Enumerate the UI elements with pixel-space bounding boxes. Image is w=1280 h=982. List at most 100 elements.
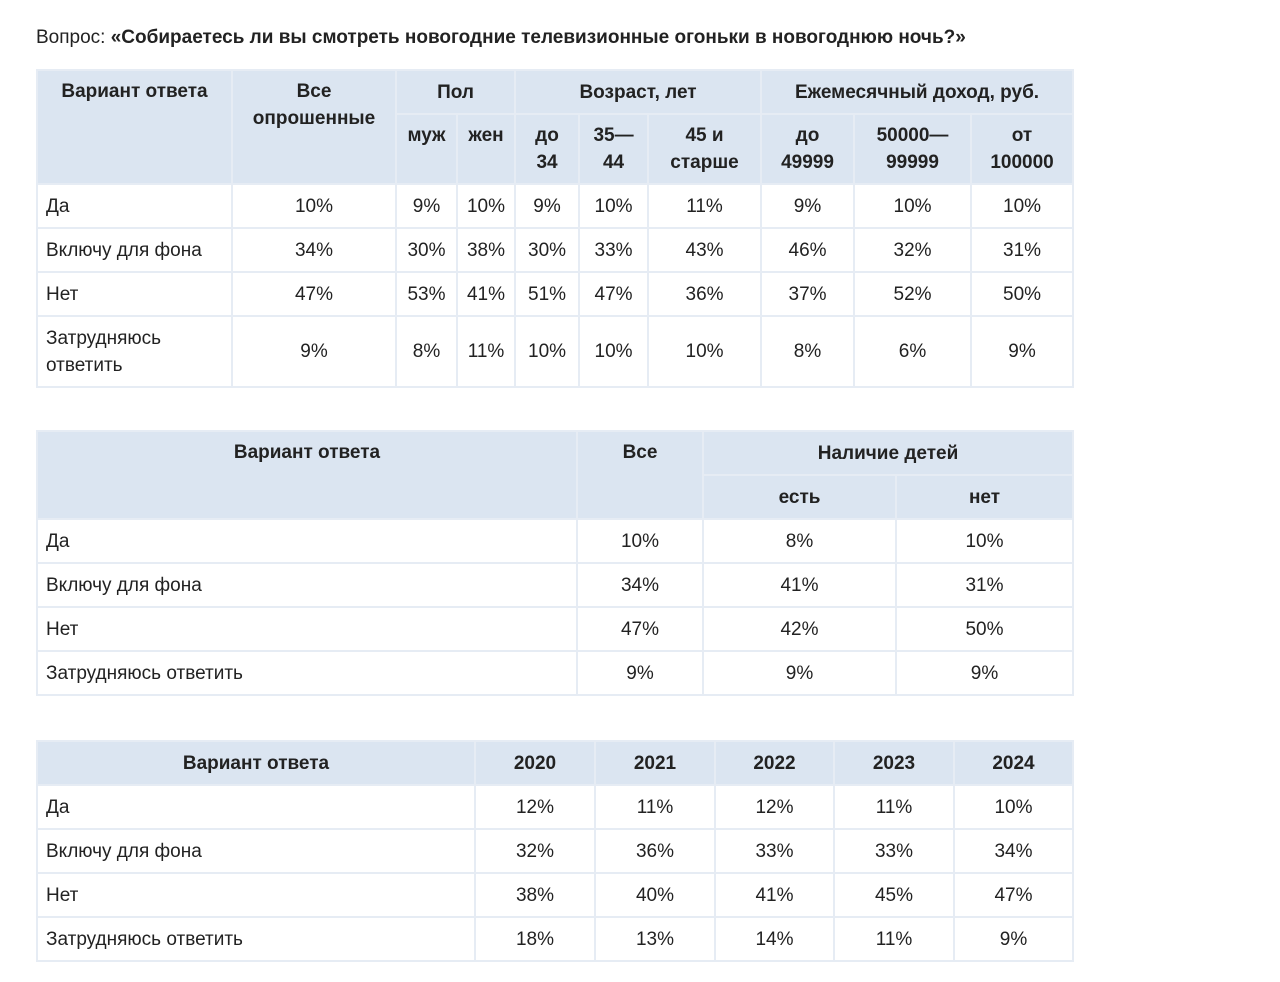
header-answer: Вариант ответа [36,69,233,185]
header-age-under-34: до 34 [514,113,581,185]
cell-value: 10% [578,315,650,388]
table-row: Затрудняюсь ответить 18% 13% 14% 11% 9% [36,916,1074,962]
header-year: 2020 [474,740,596,786]
table-row: Нет 38% 40% 41% 45% 47% [36,872,1074,918]
header-age: Возраст, лет [514,69,763,115]
cell-value: 31% [895,562,1074,608]
yearly-table: Вариант ответа 2020 2021 2022 2023 2024 … [36,740,1074,962]
children-table: Вариант ответа Все Наличие детей есть не… [36,430,1074,696]
demographics-table: Вариант ответа Все опрошенные Пол Возрас… [36,69,1075,388]
row-label: Затрудняюсь ответить [36,650,578,696]
cell-value: 12% [474,784,596,830]
cell-value: 47% [576,606,704,652]
header-year: 2023 [833,740,955,786]
header-row: Вариант ответа 2020 2021 2022 2023 2024 [36,740,1074,786]
header-has-children: есть [702,474,897,520]
cell-value: 6% [853,315,973,388]
row-label: Включу для фона [36,828,476,874]
cell-value: 36% [594,828,716,874]
cell-value: 33% [833,828,955,874]
table-row: Затрудняюсь ответить 9% 9% 9% [36,650,1074,696]
cell-value: 34% [576,562,704,608]
cell-value: 10% [578,183,650,229]
cell-value: 32% [474,828,596,874]
cell-value: 12% [714,784,835,830]
cell-value: 9% [760,183,856,229]
row-label: Затрудняюсь ответить [36,916,476,962]
cell-value: 52% [853,271,973,317]
cell-value: 32% [853,227,973,273]
cell-value: 34% [953,828,1074,874]
header-year: 2022 [714,740,835,786]
row-label: Включу для фона [36,562,578,608]
cell-value: 14% [714,916,835,962]
row-label: Затрудняюсь ответить [36,315,233,388]
question-prefix: Вопрос: [36,27,111,48]
cell-value: 51% [514,271,581,317]
header-year: 2024 [953,740,1074,786]
header-income-high: от 100000 [970,113,1075,185]
table-row: Затрудняюсь ответить 9% 8% 11% 10% 10% 1… [36,315,1075,388]
cell-value: 38% [474,872,596,918]
cell-value: 10% [647,315,763,388]
cell-value: 18% [474,916,596,962]
cell-value: 10% [953,784,1074,830]
cell-value: 9% [953,916,1074,962]
cell-value: 34% [231,227,397,273]
header-age-45-plus: 45 и старше [647,113,763,185]
header-row: Вариант ответа Все Наличие детей [36,430,1074,520]
cell-value: 10% [231,183,397,229]
row-label: Да [36,183,233,229]
cell-value: 10% [576,518,704,564]
header-answer: Вариант ответа [36,430,578,520]
cell-value: 43% [647,227,763,273]
table-row: Нет 47% 53% 41% 51% 47% 36% 37% 52% 50% [36,271,1075,317]
table-row: Включу для фона 32% 36% 33% 33% 34% [36,828,1074,874]
cell-value: 8% [702,518,897,564]
cell-value: 30% [395,227,458,273]
header-income-low: до 49999 [760,113,856,185]
cell-value: 9% [576,650,704,696]
cell-value: 11% [455,315,517,388]
cell-value: 41% [455,271,517,317]
cell-value: 8% [395,315,458,388]
table-row: Да 12% 11% 12% 11% 10% [36,784,1074,830]
cell-value: 11% [647,183,763,229]
cell-value: 47% [953,872,1074,918]
cell-value: 9% [395,183,458,229]
header-answer: Вариант ответа [36,740,476,786]
table-row: Включу для фона 34% 41% 31% [36,562,1074,608]
header-all: Все [576,430,704,520]
cell-value: 10% [455,183,517,229]
cell-value: 10% [895,518,1074,564]
cell-value: 10% [970,183,1075,229]
cell-value: 8% [760,315,856,388]
cell-value: 9% [895,650,1074,696]
table-row: Нет 47% 42% 50% [36,606,1074,652]
subheader-row: муж жен до 34 35—44 45 и старше до 49999… [37,113,1075,185]
header-all-respondents: Все опрошенные [231,69,397,185]
cell-value: 13% [594,916,716,962]
row-label: Да [36,518,578,564]
cell-value: 9% [514,183,581,229]
subheader-row: есть нет [37,474,1074,520]
table-row: Да 10% 9% 10% 9% 10% 11% 9% 10% 10% [36,183,1075,229]
cell-value: 10% [514,315,581,388]
cell-value: 50% [895,606,1074,652]
table-row: Включу для фона 34% 30% 38% 30% 33% 43% … [36,227,1075,273]
header-male: муж [395,113,458,185]
cell-value: 36% [647,271,763,317]
cell-value: 47% [231,271,397,317]
cell-value: 33% [578,227,650,273]
cell-value: 42% [702,606,897,652]
header-income: Ежемесячный доход, руб. [760,69,1075,115]
header-no-children: нет [895,474,1074,520]
header-children: Наличие детей [702,430,1074,476]
header-income-mid: 50000—99999 [853,113,973,185]
cell-value: 9% [970,315,1075,388]
cell-value: 41% [714,872,835,918]
cell-value: 10% [853,183,973,229]
cell-value: 45% [833,872,955,918]
cell-value: 50% [970,271,1075,317]
